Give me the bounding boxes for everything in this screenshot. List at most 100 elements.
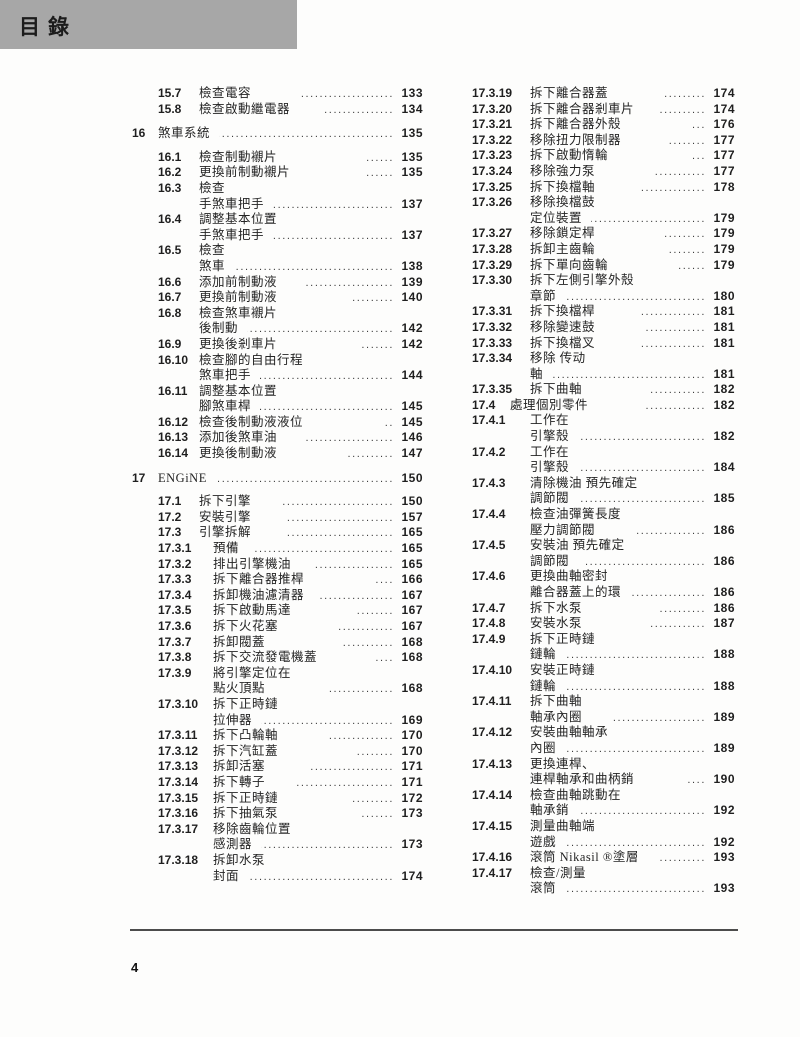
toc-entry-body: 拆下汽缸蓋........ 170	[213, 744, 423, 760]
dot-leader: .....................	[296, 776, 394, 789]
toc-entry-body: 檢查啟動繼電器............... 134	[199, 102, 423, 118]
toc-entry-number: 17.4	[472, 397, 496, 412]
dot-leader: ......................................	[261, 714, 394, 727]
toc-entry-last-line: 拆卸機油濾清器................ 167	[213, 588, 423, 604]
toc-entry-body: 檢查腳的自由行程 煞車把手............................…	[199, 353, 423, 384]
toc-entry-page: 182	[713, 429, 735, 444]
toc-entry-number: 17.4.1	[472, 413, 506, 428]
toc-entry-body: 工作在 引擎殼........................... 184	[530, 445, 735, 476]
toc-entry: 17.4.7 拆下水泵.......... 186	[472, 601, 735, 617]
toc-entry-last-line: 檢查電容.................... 133	[199, 86, 423, 102]
toc-entry-number: 16.12	[158, 414, 189, 429]
footer-page-number: 4	[131, 960, 139, 975]
toc-entry-number: 17.4.4	[472, 507, 506, 522]
toc-entry-body: 拆下正時鏈......... 172	[213, 791, 423, 807]
toc-entry-title: 調節閥	[530, 553, 570, 568]
toc-entry-title: 拆卸主齒輪	[530, 241, 596, 256]
toc-entry-page: 168	[401, 650, 423, 665]
dot-leader: ...................................	[565, 649, 706, 662]
toc-entry-title: 手煞車把手	[199, 227, 265, 242]
toc-entry-page: 137	[401, 196, 423, 211]
toc-entry: 17.3.23 拆下啟動惰輪... 177	[472, 148, 735, 164]
toc-entry-page: 171	[401, 759, 423, 774]
toc-entry-title: 章節	[530, 288, 557, 303]
toc-entry-page: 181	[713, 319, 735, 334]
toc-entry-page: 174	[713, 86, 735, 100]
toc-entry-number: 17.4.2	[472, 444, 506, 459]
toc-entry: 16.11 調整基本位置 腳煞車桿.........................…	[132, 384, 423, 415]
toc-entry-number: 17.3.17	[158, 821, 199, 836]
toc-entry-body: 拆下換檔桿.............. 181	[530, 304, 735, 320]
dot-leader: ......	[366, 167, 394, 180]
toc-entry: 17.3.24 移除強力泵........... 177	[472, 164, 735, 180]
toc-entry-number: 17.3.26	[472, 195, 513, 210]
toc-entry: 17.3.34 移除 传动軸...........................…	[472, 351, 735, 382]
toc-entry: 17.3.14 拆下轉子..................... 171	[132, 775, 423, 791]
dot-leader: ........................................	[247, 323, 394, 336]
toc-entry-title: 後制動	[199, 321, 239, 336]
toc-entry-last-line: 拆下啟動馬達........ 167	[213, 603, 423, 619]
toc-entry-title-line: 更換曲軸密封	[530, 569, 609, 584]
dot-leader: ...............	[636, 524, 706, 537]
toc-entry-title: 拆下換檔叉	[530, 335, 596, 350]
toc-entry-page: 147	[401, 446, 423, 461]
toc-entry: 17.4.2 工作在 引擎殼........................... 1…	[472, 445, 735, 476]
toc-entry-title: 引擎殼	[530, 429, 570, 444]
toc-entry: 17.3.30 拆下左側引擎外殼 章節.......................…	[472, 273, 735, 304]
toc-entry-body: 拆下凸輪軸.............. 170	[213, 728, 423, 744]
toc-entry-number: 17.3.16	[158, 806, 199, 821]
toc-entry: 17.3.33 拆下換檔叉.............. 181	[472, 336, 735, 352]
toc-entry-number: 17.3.14	[158, 774, 199, 789]
toc-entry-title: 安裝水泵	[530, 616, 583, 631]
toc-entry-body: 拆卸水泵封面..................................…	[213, 853, 423, 884]
toc-entry-title: 內圈	[530, 740, 557, 755]
toc-entry-page: 171	[401, 774, 423, 789]
toc-entry-title: 鏈輪	[530, 678, 557, 693]
toc-entry: 16.5 檢查 煞車................................…	[132, 243, 423, 274]
toc-entry-body: 添加前制動液................... 139	[199, 275, 423, 291]
toc-entry-page: 177	[713, 163, 735, 178]
toc-entry-last-line: 拆下離合器外殼... 176	[530, 117, 735, 133]
toc-entry: 17.3.32 移除變速鼓............. 181	[472, 320, 735, 336]
toc-entry-title: 引擎拆解	[199, 525, 252, 540]
toc-entry-body: 拆下曲軸 軸承內圈.................... 189	[530, 694, 735, 725]
toc-entry: 15.8 檢查啟動繼電器............... 134	[132, 102, 423, 118]
toc-entry-body: 移除齒輪位置感測器...............................…	[213, 822, 423, 853]
toc-entry-title-line: 工作在	[530, 413, 570, 428]
toc-entry-last-line: 添加前制動液................... 139	[199, 275, 423, 291]
dot-leader: ....	[375, 652, 394, 665]
dot-leader: ................	[631, 587, 706, 599]
toc-entry-last-line: 拆下換檔桿.............. 181	[530, 304, 735, 320]
toc-entry-title: 拆下正時鏈	[213, 790, 279, 805]
toc-entry: 17.4.1 工作在 引擎殼........................... 1…	[472, 413, 735, 444]
toc-entry-title: 拆下啟動惰輪	[530, 148, 609, 163]
toc-entry-title: 拆下離合器剎車片	[530, 101, 635, 116]
toc-entry: 17.4.14 檢查曲軸跳動在 軸承銷.......................…	[472, 788, 735, 819]
toc-entry-last-line: 拆下水泵.......... 186	[530, 601, 735, 617]
toc-entry-title-line: 安裝正時鏈	[530, 662, 596, 677]
toc-entry-title-line: 檢查/測量	[530, 865, 586, 880]
toc-entry-last-line: 滾筒................................... 193	[530, 881, 735, 897]
toc-entry-title: 拆下曲軸	[530, 382, 583, 397]
toc-entry-body: 檢查 煞車....................................…	[199, 243, 423, 274]
dot-leader: ........	[668, 243, 706, 256]
toc-entry-page: 181	[713, 304, 735, 319]
toc-entry-title-line: 安裝油 預先確定	[530, 538, 625, 553]
toc-entry: 15.7 檢查電容.................... 133	[132, 86, 423, 102]
toc-entry-last-line: 檢查啟動繼電器............... 134	[199, 102, 423, 118]
toc-entry: 17.3.27 移除鎖定桿......... 179	[472, 226, 735, 242]
dot-leader: ........................	[282, 496, 394, 509]
toc-entry-page: 137	[401, 227, 423, 242]
toc-entry-page: 189	[713, 709, 735, 724]
toc-entry-page: 142	[401, 336, 423, 351]
toc-entry-last-line: 遊戲......................................…	[530, 835, 735, 851]
toc-entry-page: 188	[713, 678, 735, 693]
toc-entry-number: 17.3.3	[158, 572, 192, 587]
toc-entry-page: 185	[713, 491, 735, 506]
toc-entry-page: 186	[713, 585, 735, 599]
toc-entry-title: 移除強力泵	[530, 163, 596, 178]
toc-entry-title-line: 拆下曲軸	[530, 694, 583, 709]
toc-entry: 17.3.12 拆下汽缸蓋........ 170	[132, 744, 423, 760]
dot-leader: ...	[692, 150, 706, 163]
toc-entry-body: 拆下水泵.......... 186	[530, 601, 735, 617]
